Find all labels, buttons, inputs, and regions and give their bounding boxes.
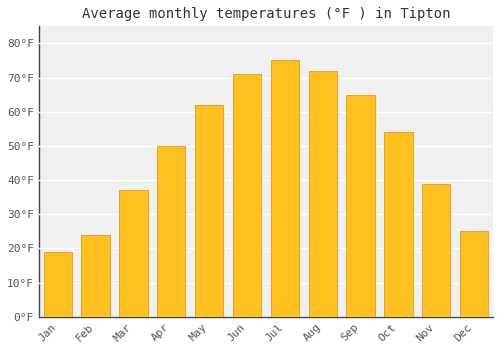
- Bar: [82, 235, 110, 317]
- Bar: [346, 94, 375, 317]
- Bar: [44, 252, 72, 317]
- Bar: [119, 190, 148, 317]
- Bar: [270, 61, 299, 317]
- Bar: [384, 132, 412, 317]
- Bar: [157, 146, 186, 317]
- Bar: [233, 74, 261, 317]
- Bar: [308, 71, 337, 317]
- Bar: [195, 105, 224, 317]
- Bar: [460, 231, 488, 317]
- Title: Average monthly temperatures (°F ) in Tipton: Average monthly temperatures (°F ) in Ti…: [82, 7, 450, 21]
- Bar: [422, 183, 450, 317]
